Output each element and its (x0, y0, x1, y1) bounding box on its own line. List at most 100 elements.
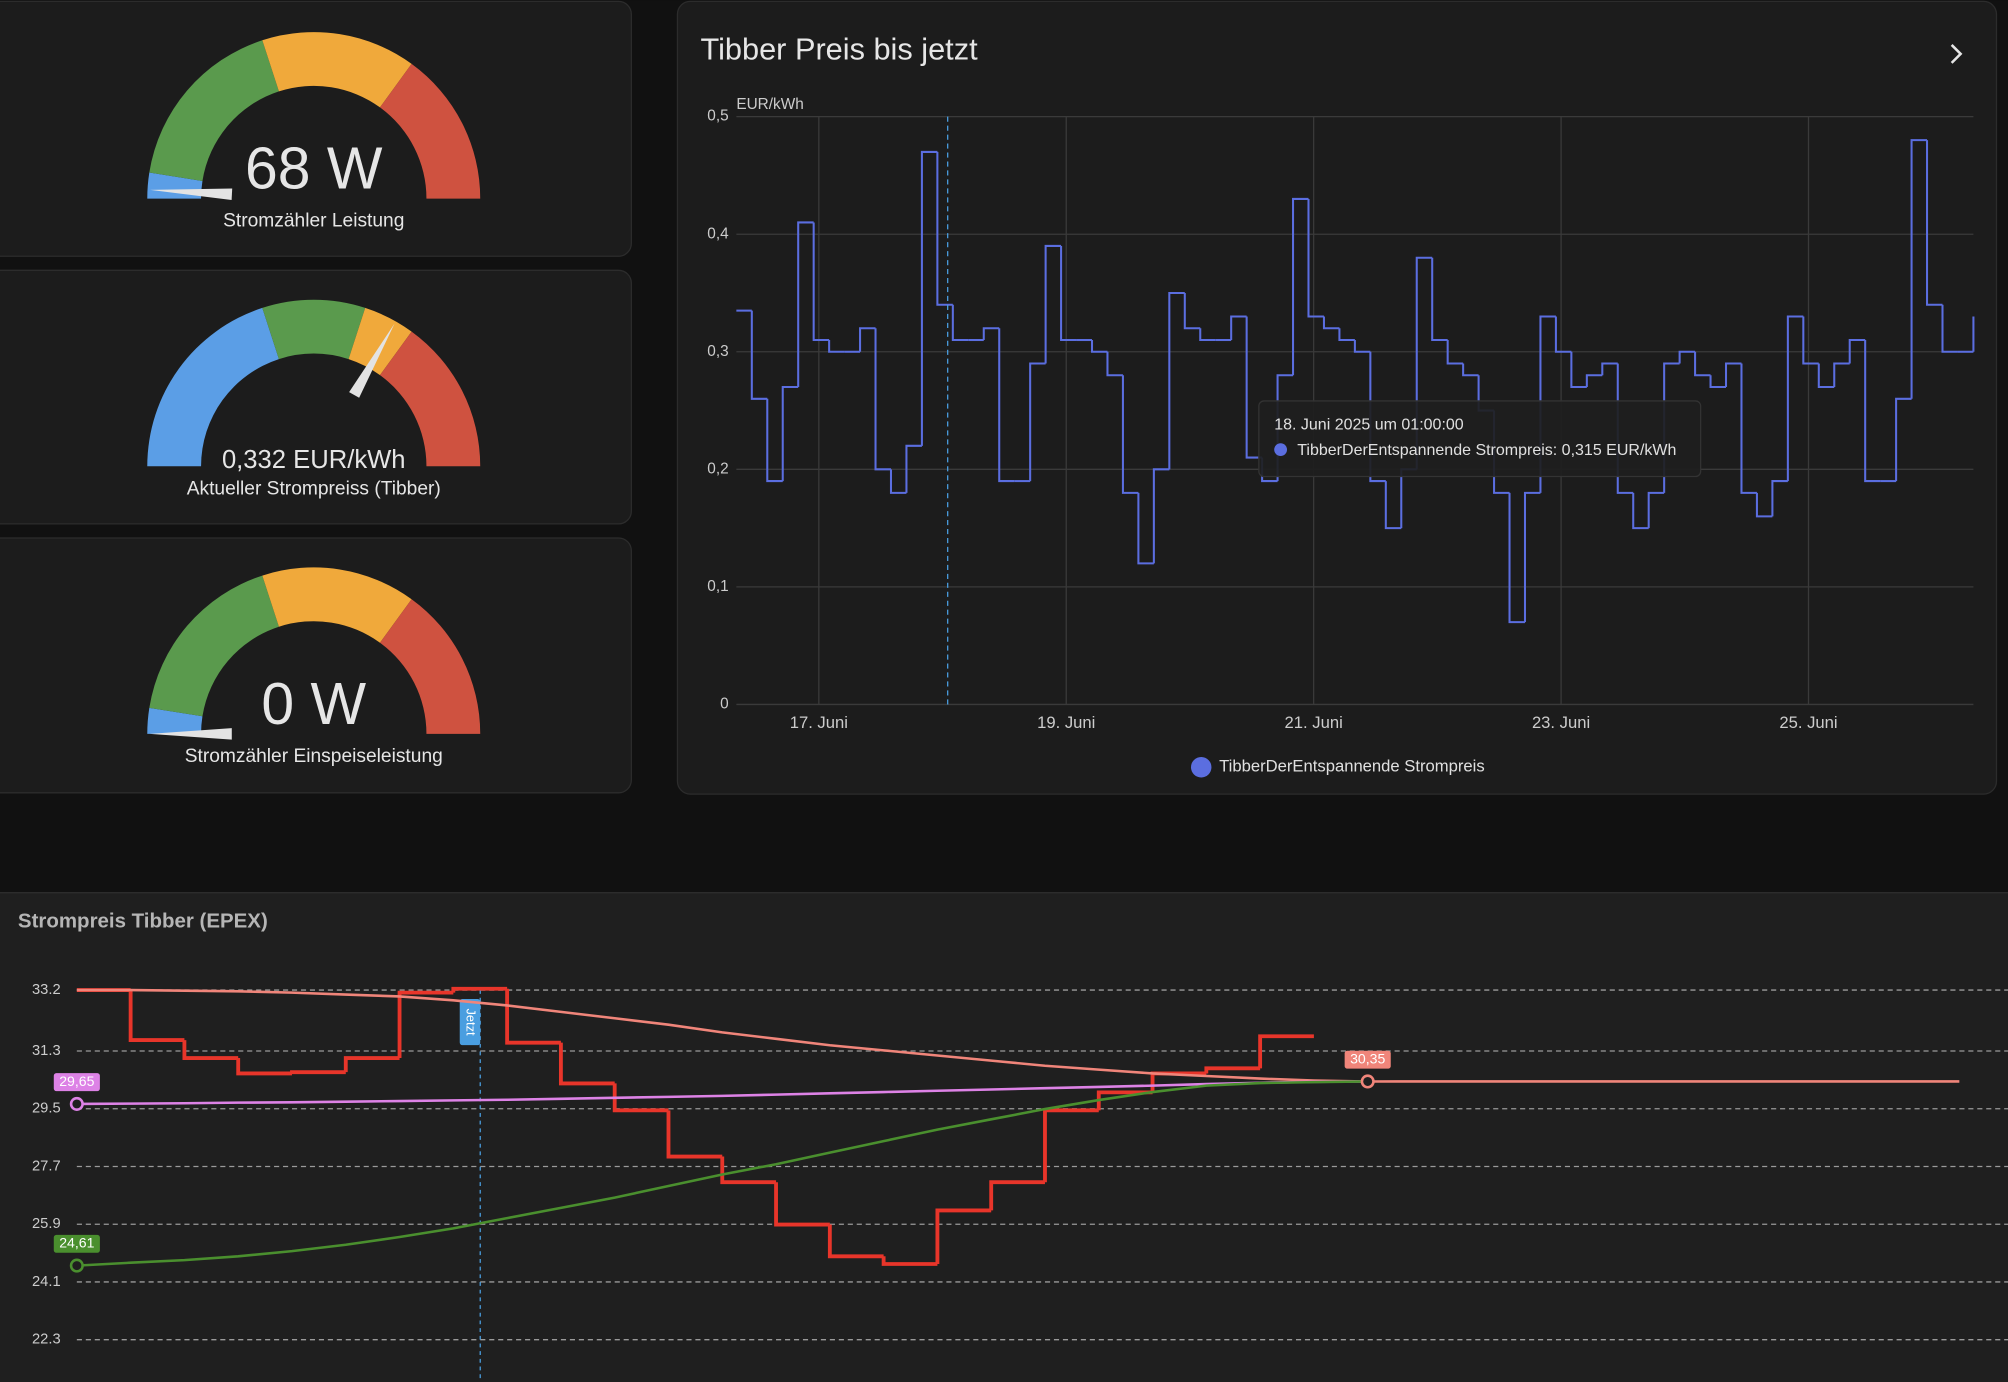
line-step (812, 222, 830, 342)
chart-card (0, 892, 2008, 1382)
x-tick-label: 17. Juni (790, 713, 848, 732)
y-tick-label: 27.7 (32, 1158, 61, 1174)
legend-label: TibberDerEntspannende Strompreis (1219, 757, 1485, 776)
line-step (1678, 350, 1696, 364)
point-marker (69, 1096, 84, 1111)
line-step (936, 151, 953, 306)
price-step (128, 990, 185, 1043)
gauge-value: 68 W (245, 137, 383, 202)
line-step (998, 328, 1015, 483)
value-label-box (53, 1073, 100, 1092)
y-tick-label: 29.5 (32, 1101, 61, 1117)
y-tick-label: 0,4 (707, 225, 729, 242)
y-axis-label: EUR/kWh (736, 96, 803, 113)
line-step (1307, 198, 1324, 318)
line-step (920, 150, 938, 446)
line-step (1121, 375, 1139, 494)
line-step (1786, 315, 1804, 482)
line-step (859, 327, 876, 352)
now-label: Jetzt (464, 1009, 479, 1036)
line-step (1585, 374, 1603, 388)
gauge-needle (149, 728, 232, 740)
tooltip-title: 18. Juni 2025 um 01:00:00 (1274, 416, 1464, 433)
line-step (1384, 481, 1402, 530)
gauge-value: 0 W (261, 672, 366, 737)
line-step (1199, 328, 1216, 342)
gauge-segment (149, 40, 279, 181)
line-step (1137, 492, 1154, 565)
line-step (1848, 338, 1866, 364)
line-step (781, 386, 799, 482)
point-marker (1360, 1074, 1375, 1089)
line-step (1523, 491, 1541, 623)
price-step (397, 990, 454, 1059)
gauge-segment (262, 567, 412, 643)
price-step (666, 1110, 723, 1159)
y-tick-label: 0 (720, 696, 729, 713)
line-step (1338, 328, 1355, 342)
gauge-value: 0,332 EUR/kWh (222, 446, 406, 474)
line-step (1864, 340, 1881, 483)
now-label-box (459, 998, 481, 1046)
y-tick-label: 0,3 (707, 343, 728, 360)
line-step (1431, 257, 1448, 342)
x-tick-label: 23. Juni (1532, 713, 1590, 732)
price-step (1096, 1090, 1153, 1111)
price-step (1204, 1066, 1261, 1074)
price-step (182, 1040, 239, 1060)
line-step (1029, 362, 1046, 482)
gauge-segment (262, 32, 412, 108)
trend-line (76, 1080, 1368, 1267)
line-step (1554, 316, 1572, 353)
line-step (766, 398, 783, 483)
price-step (290, 1070, 346, 1075)
line-step (1817, 363, 1835, 389)
gauge-segment (379, 331, 481, 467)
value-label: 29,65 (59, 1073, 94, 1089)
line-step (1910, 139, 1928, 399)
y-tick-label: 33.2 (32, 982, 61, 998)
price-step (558, 1042, 615, 1086)
line-step (1152, 468, 1170, 564)
line-step (1106, 351, 1123, 377)
gauge-segment (348, 307, 412, 376)
line-step (982, 327, 1000, 341)
gauge-label: Stromzähler Einspeiseleistung (185, 746, 443, 767)
line-step (1601, 362, 1618, 376)
value-label: 30,35 (1350, 1050, 1385, 1066)
more-info-chevron[interactable] (1950, 44, 1963, 64)
line-step (1462, 363, 1479, 377)
line-step (1369, 351, 1386, 483)
line-step (1322, 316, 1340, 330)
line-step (1183, 292, 1201, 330)
gauge-segment (147, 707, 203, 734)
line-step (1168, 291, 1185, 470)
x-tick-label: 25. Juni (1779, 713, 1837, 732)
y-tick-label: 0,1 (707, 578, 728, 595)
line-step (1508, 492, 1525, 624)
line-step (905, 444, 922, 493)
line-step (1941, 304, 1958, 353)
y-tick-label: 24.1 (32, 1274, 61, 1290)
line-step (1771, 480, 1788, 517)
line-step (1802, 316, 1819, 365)
line-step (1724, 362, 1742, 388)
gauge-label: Aktueller Strompreiss (Tibber) (187, 478, 441, 499)
line-step (1895, 397, 1912, 482)
line-step (1755, 492, 1773, 518)
line-step (1833, 362, 1850, 388)
price-step (881, 1256, 938, 1266)
line-step (797, 221, 814, 388)
legend-dot (1190, 756, 1212, 778)
chart-title: Tibber Preis bis jetzt (700, 31, 978, 66)
gauge-segment (147, 307, 279, 467)
y-tick-label: 0,2 (707, 460, 728, 477)
price-step (774, 1182, 830, 1227)
value-label-box (1344, 1050, 1391, 1069)
line-step (1709, 375, 1727, 389)
price-step (612, 1083, 669, 1113)
trend-line (76, 1080, 1368, 1106)
gauge-segment (379, 63, 481, 199)
line-step (1060, 245, 1077, 342)
